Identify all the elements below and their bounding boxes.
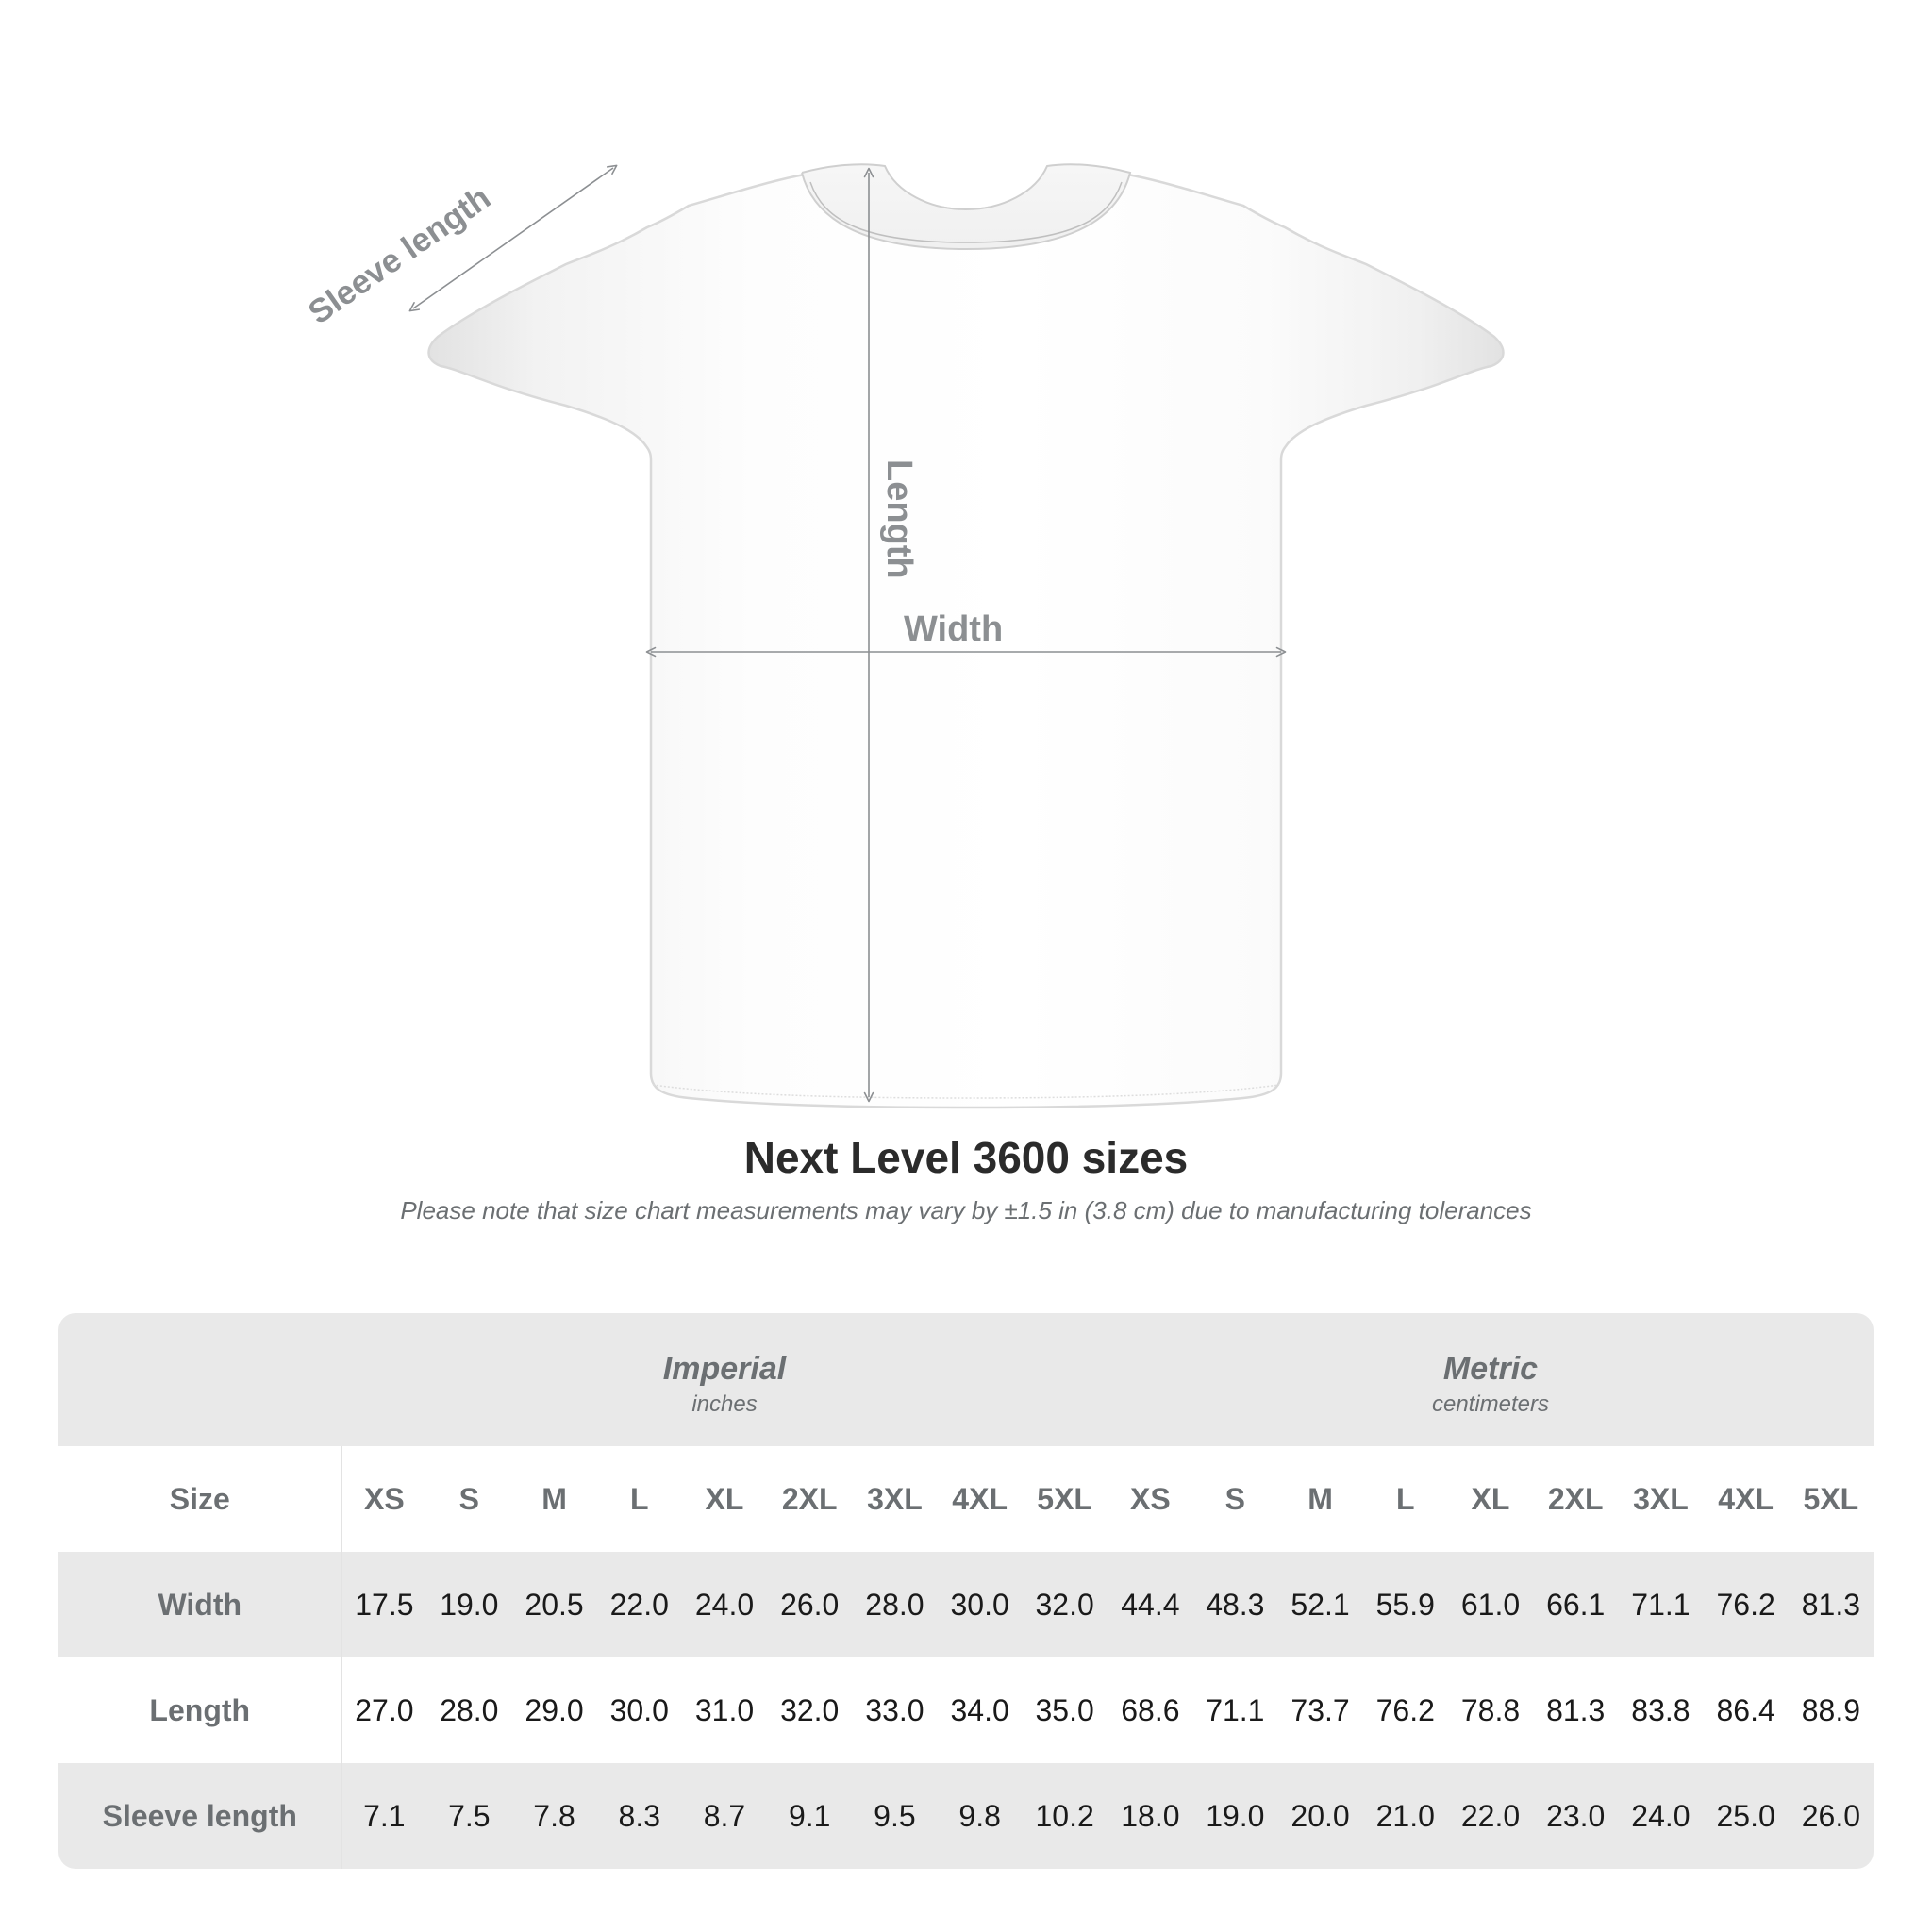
svg-text:Width: Width — [904, 609, 1003, 649]
svg-text:Sleeve length: Sleeve length — [302, 179, 497, 331]
svg-text:Length: Length — [879, 459, 919, 579]
